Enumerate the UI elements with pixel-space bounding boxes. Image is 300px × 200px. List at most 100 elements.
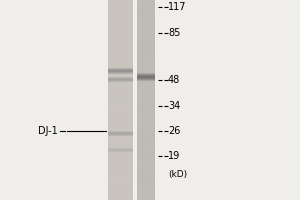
Bar — [108, 79, 133, 80]
Bar — [137, 15, 155, 16]
Bar — [137, 97, 155, 98]
Bar — [108, 85, 133, 86]
Bar — [108, 80, 133, 81]
Bar — [108, 178, 133, 179]
Bar — [108, 117, 133, 118]
Bar — [108, 192, 133, 193]
Bar — [108, 122, 133, 123]
Bar — [108, 81, 133, 82]
Bar — [108, 196, 133, 197]
Bar — [108, 138, 133, 139]
Bar — [108, 58, 133, 59]
Bar — [137, 158, 155, 159]
Bar — [137, 78, 155, 79]
Bar — [108, 145, 133, 146]
Bar — [137, 111, 155, 112]
Bar — [108, 135, 133, 136]
Bar — [137, 74, 155, 75]
Bar — [137, 29, 155, 30]
Bar — [137, 130, 155, 131]
Bar — [108, 73, 133, 74]
Bar — [108, 52, 133, 53]
Bar — [137, 133, 155, 134]
Bar — [108, 31, 133, 32]
Bar — [137, 95, 155, 96]
Bar — [108, 127, 133, 128]
Bar — [108, 15, 133, 16]
Bar — [137, 168, 155, 169]
Bar — [108, 198, 133, 199]
Bar — [108, 10, 133, 11]
Bar — [108, 111, 133, 112]
Bar — [108, 149, 133, 150]
Bar — [108, 92, 133, 93]
Bar — [108, 161, 133, 162]
Bar — [108, 4, 133, 5]
Bar — [137, 145, 155, 146]
Bar — [108, 169, 133, 170]
Bar — [137, 164, 155, 165]
Bar — [137, 157, 155, 158]
Bar — [137, 153, 155, 154]
Bar — [108, 113, 133, 114]
Bar — [108, 60, 133, 61]
Bar — [108, 69, 133, 70]
Bar — [108, 121, 133, 122]
Bar — [137, 83, 155, 84]
Bar — [108, 28, 133, 29]
Bar — [108, 19, 133, 20]
Bar — [108, 11, 133, 12]
Bar — [108, 105, 133, 106]
Bar — [137, 126, 155, 127]
Bar — [108, 67, 133, 68]
Bar — [108, 186, 133, 187]
Bar — [137, 87, 155, 88]
Bar — [108, 72, 133, 73]
Bar — [137, 138, 155, 139]
Bar — [137, 17, 155, 18]
Bar — [137, 162, 155, 163]
Bar — [108, 159, 133, 160]
Bar — [108, 182, 133, 183]
Bar — [137, 143, 155, 144]
Bar — [108, 43, 133, 44]
Bar — [137, 156, 155, 157]
Bar — [108, 41, 133, 42]
Bar — [108, 59, 133, 60]
Bar — [108, 112, 133, 113]
Bar — [137, 116, 155, 117]
Bar — [137, 172, 155, 173]
Bar — [108, 13, 133, 14]
Bar — [108, 143, 133, 144]
Bar — [108, 168, 133, 169]
Bar — [108, 49, 133, 50]
Bar — [108, 152, 133, 153]
Bar — [108, 75, 133, 76]
Bar — [137, 171, 155, 172]
Bar — [137, 194, 155, 195]
Bar — [137, 179, 155, 180]
Bar — [137, 22, 155, 23]
Bar — [108, 83, 133, 84]
Bar — [137, 165, 155, 166]
Bar — [137, 72, 155, 73]
Bar — [108, 151, 133, 152]
Bar — [137, 150, 155, 151]
Bar — [108, 135, 133, 136]
Bar — [108, 73, 133, 74]
Bar — [137, 190, 155, 191]
Bar — [137, 28, 155, 29]
Bar — [137, 30, 155, 31]
Bar — [108, 12, 133, 13]
Bar — [137, 45, 155, 46]
Bar — [137, 181, 155, 182]
Bar — [137, 100, 155, 101]
Bar — [137, 117, 155, 118]
Bar — [137, 99, 155, 100]
Bar — [108, 153, 133, 154]
Bar — [137, 136, 155, 137]
Bar — [137, 25, 155, 26]
Bar — [108, 133, 133, 134]
Bar — [137, 174, 155, 175]
Bar — [137, 107, 155, 108]
